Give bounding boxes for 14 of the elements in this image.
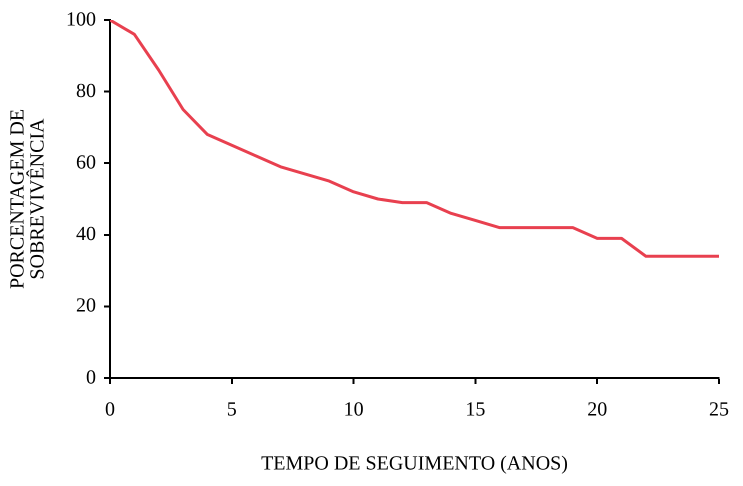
- y-tick-label: 40: [76, 223, 96, 246]
- y-tick-label: 20: [76, 294, 96, 317]
- x-tick-label: 20: [587, 398, 608, 420]
- y-tick-label: 100: [66, 8, 96, 30]
- x-tick-label: 25: [709, 398, 729, 420]
- x-tick-label: 5: [226, 398, 237, 420]
- x-tick-label: 10: [344, 398, 364, 420]
- y-tick-label: 0: [86, 366, 96, 388]
- y-tick-label: 60: [76, 151, 96, 174]
- x-tick-label: 0: [105, 398, 115, 420]
- y-axis-title: PORCENTAGEM DE SOBREVIVÊNCIA: [6, 108, 48, 290]
- x-axis-title: TEMPO DE SEGUIMENTO (ANOS): [261, 452, 568, 474]
- x-tick-label: 15: [465, 398, 486, 420]
- y-tick-label: 80: [76, 80, 96, 102]
